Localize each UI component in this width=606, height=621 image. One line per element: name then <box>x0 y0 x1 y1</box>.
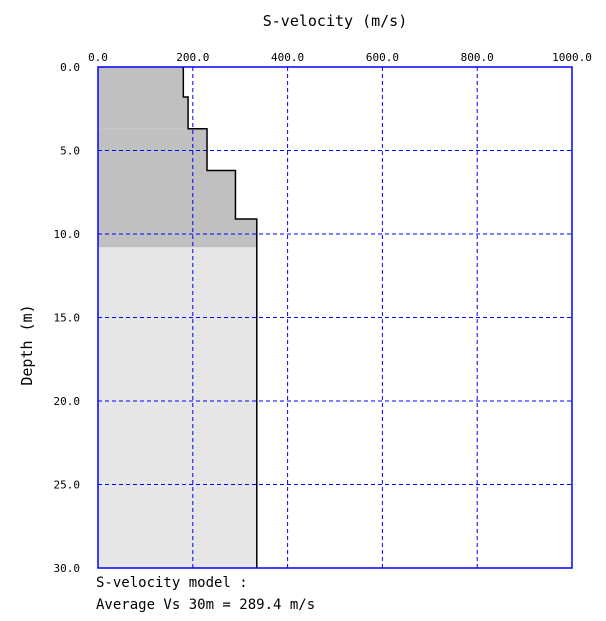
y-tick-label-2: 10.0 <box>54 228 81 241</box>
y-tick-label-6: 30.0 <box>54 562 81 575</box>
x-tick-label-2: 400.0 <box>271 51 304 64</box>
y-tick-label-5: 25.0 <box>54 479 81 492</box>
plot-frame <box>97 66 573 569</box>
y-tick-label-3: 15.0 <box>54 312 81 325</box>
velocity-profile-line <box>182 67 258 568</box>
layer-fill-0-0 <box>98 67 184 98</box>
x-tick-label-0: 0.0 <box>88 51 108 64</box>
layer-fill-2-0 <box>98 128 208 171</box>
layer-fill-3-0 <box>98 170 236 219</box>
x-tick-label-4: 800.0 <box>461 51 494 64</box>
layer-fill-4-0 <box>98 218 257 248</box>
x-tick-label-5: 1000.0 <box>552 51 592 64</box>
x-axis-title: S-velocity (m/s) <box>263 12 408 30</box>
caption-model-label: S-velocity model : <box>96 575 248 591</box>
x-tick-label-1: 200.0 <box>176 51 209 64</box>
shaded-area <box>98 67 257 569</box>
caption-average-vs: Average Vs 30m = 289.4 m/s <box>96 597 316 613</box>
y-tick-labels: 0.0 5.0 10.0 15.0 20.0 25.0 30.0 <box>54 61 81 575</box>
grid-lines <box>98 67 572 568</box>
layer-fill-1-0 <box>98 97 189 129</box>
y-tick-label-1: 5.0 <box>60 145 80 158</box>
x-tick-label-3: 600.0 <box>366 51 399 64</box>
y-tick-label-4: 20.0 <box>54 395 81 408</box>
layer-fill-4-1 <box>98 247 257 569</box>
x-tick-labels: 0.0 200.0 400.0 600.0 800.0 1000.0 <box>88 51 592 64</box>
y-axis-title: Depth (m) <box>18 304 36 385</box>
y-tick-label-0: 0.0 <box>60 61 80 74</box>
